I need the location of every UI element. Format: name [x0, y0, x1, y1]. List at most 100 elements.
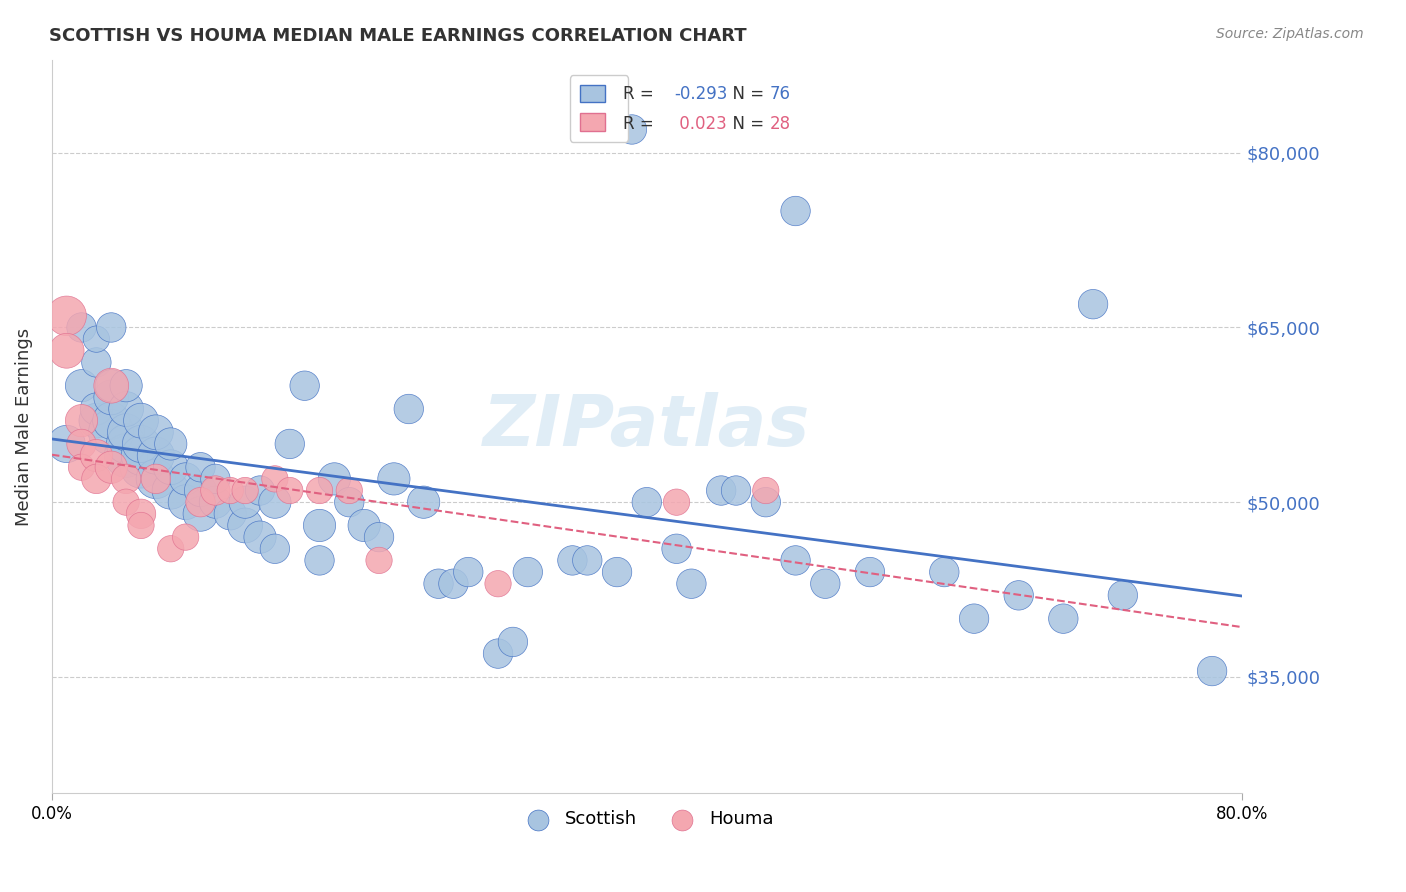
- Point: [382, 472, 405, 486]
- Point: [204, 495, 226, 509]
- Point: [129, 437, 152, 451]
- Point: [190, 507, 212, 521]
- Point: [412, 495, 434, 509]
- Point: [190, 460, 212, 475]
- Point: [129, 460, 152, 475]
- Point: [219, 507, 242, 521]
- Point: [115, 449, 138, 463]
- Point: [86, 402, 108, 417]
- Point: [620, 122, 643, 136]
- Text: N =: N =: [721, 115, 769, 133]
- Point: [115, 425, 138, 440]
- Point: [70, 437, 93, 451]
- Point: [249, 483, 271, 498]
- Point: [70, 320, 93, 334]
- Point: [1201, 664, 1223, 678]
- Point: [55, 343, 77, 358]
- Point: [859, 565, 882, 579]
- Text: Source: ZipAtlas.com: Source: ZipAtlas.com: [1216, 27, 1364, 41]
- Point: [755, 495, 778, 509]
- Point: [100, 460, 122, 475]
- Point: [204, 472, 226, 486]
- Point: [174, 530, 197, 544]
- Point: [516, 565, 538, 579]
- Point: [308, 553, 330, 567]
- Point: [129, 449, 152, 463]
- Point: [725, 483, 748, 498]
- Text: R =: R =: [623, 115, 659, 133]
- Point: [70, 460, 93, 475]
- Point: [576, 553, 599, 567]
- Point: [353, 518, 375, 533]
- Point: [398, 402, 420, 417]
- Point: [233, 518, 256, 533]
- Point: [100, 414, 122, 428]
- Point: [502, 635, 524, 649]
- Point: [1081, 297, 1104, 311]
- Point: [457, 565, 479, 579]
- Point: [814, 576, 837, 591]
- Point: [308, 483, 330, 498]
- Point: [785, 204, 807, 219]
- Point: [174, 495, 197, 509]
- Point: [219, 483, 242, 498]
- Point: [86, 414, 108, 428]
- Point: [665, 495, 688, 509]
- Point: [115, 472, 138, 486]
- Point: [934, 565, 956, 579]
- Point: [204, 483, 226, 498]
- Point: [86, 332, 108, 346]
- Point: [264, 541, 287, 556]
- Point: [308, 518, 330, 533]
- Point: [681, 576, 703, 591]
- Point: [115, 402, 138, 417]
- Point: [249, 530, 271, 544]
- Text: 0.023: 0.023: [673, 115, 727, 133]
- Point: [323, 472, 346, 486]
- Point: [486, 647, 509, 661]
- Text: 28: 28: [769, 115, 790, 133]
- Point: [636, 495, 658, 509]
- Point: [159, 541, 181, 556]
- Legend: Scottish, Houma: Scottish, Houma: [513, 803, 780, 836]
- Point: [129, 414, 152, 428]
- Point: [100, 390, 122, 404]
- Point: [115, 495, 138, 509]
- Point: [100, 425, 122, 440]
- Point: [294, 378, 316, 392]
- Point: [264, 472, 287, 486]
- Point: [561, 553, 583, 567]
- Point: [368, 553, 391, 567]
- Point: [368, 530, 391, 544]
- Point: [159, 437, 181, 451]
- Point: [441, 576, 464, 591]
- Point: [278, 437, 301, 451]
- Point: [190, 483, 212, 498]
- Point: [337, 483, 360, 498]
- Text: N =: N =: [721, 86, 769, 103]
- Point: [86, 472, 108, 486]
- Point: [159, 460, 181, 475]
- Text: 76: 76: [769, 86, 790, 103]
- Point: [1008, 588, 1031, 602]
- Point: [174, 472, 197, 486]
- Point: [337, 495, 360, 509]
- Text: ZIPatlas: ZIPatlas: [484, 392, 810, 461]
- Point: [264, 495, 287, 509]
- Point: [278, 483, 301, 498]
- Text: R =: R =: [623, 86, 659, 103]
- Point: [86, 449, 108, 463]
- Point: [70, 414, 93, 428]
- Text: -0.293: -0.293: [673, 86, 727, 103]
- Point: [1112, 588, 1135, 602]
- Point: [86, 355, 108, 369]
- Point: [145, 472, 167, 486]
- Point: [115, 437, 138, 451]
- Point: [1052, 612, 1074, 626]
- Point: [55, 309, 77, 323]
- Point: [233, 495, 256, 509]
- Point: [145, 472, 167, 486]
- Point: [129, 507, 152, 521]
- Point: [145, 425, 167, 440]
- Point: [233, 483, 256, 498]
